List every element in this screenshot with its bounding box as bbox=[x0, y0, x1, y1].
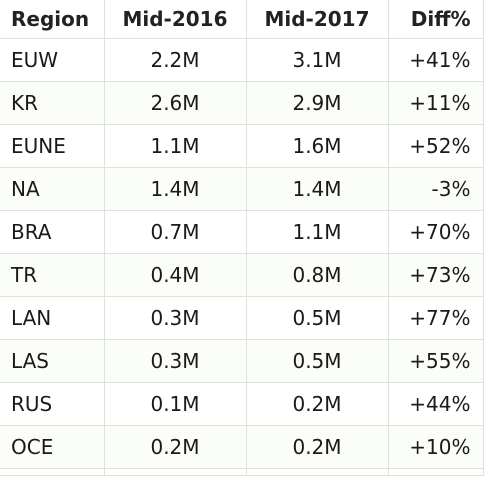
cell-diff: +73% bbox=[388, 253, 484, 297]
cell-mid-2016: 0.7M bbox=[104, 210, 247, 254]
tail-cell bbox=[246, 468, 389, 476]
cell-diff: +70% bbox=[388, 210, 484, 254]
cell-diff: +55% bbox=[388, 339, 484, 383]
cell-mid-2017: 1.4M bbox=[246, 167, 389, 211]
cell-mid-2017: 0.5M bbox=[246, 296, 389, 340]
region-stats-table: Region Mid-2016 Mid-2017 Diff% EUW 2.2M … bbox=[0, 0, 484, 476]
cell-mid-2016: 1.1M bbox=[104, 124, 247, 168]
table-header-row: Region Mid-2016 Mid-2017 Diff% bbox=[0, 0, 484, 39]
cell-region: NA bbox=[0, 167, 105, 211]
cell-region: EUNE bbox=[0, 124, 105, 168]
table-row: EUW 2.2M 3.1M +41% bbox=[0, 38, 484, 82]
table-row: BRA 0.7M 1.1M +70% bbox=[0, 210, 484, 254]
cell-mid-2017: 0.5M bbox=[246, 339, 389, 383]
table-row: KR 2.6M 2.9M +11% bbox=[0, 81, 484, 125]
cell-diff: +52% bbox=[388, 124, 484, 168]
cell-region: OCE bbox=[0, 425, 105, 469]
cell-mid-2017: 3.1M bbox=[246, 38, 389, 82]
cell-diff: +10% bbox=[388, 425, 484, 469]
cell-mid-2016: 2.6M bbox=[104, 81, 247, 125]
cell-region: LAS bbox=[0, 339, 105, 383]
header-mid-2017: Mid-2017 bbox=[246, 0, 389, 39]
table-row: TR 0.4M 0.8M +73% bbox=[0, 253, 484, 297]
table-tail-row bbox=[0, 468, 484, 476]
cell-region: TR bbox=[0, 253, 105, 297]
cell-mid-2017: 2.9M bbox=[246, 81, 389, 125]
cell-diff: +44% bbox=[388, 382, 484, 426]
header-region: Region bbox=[0, 0, 105, 39]
cell-mid-2016: 1.4M bbox=[104, 167, 247, 211]
cell-mid-2017: 1.1M bbox=[246, 210, 389, 254]
region-stats-table-container: Region Mid-2016 Mid-2017 Diff% EUW 2.2M … bbox=[0, 0, 484, 476]
cell-region: LAN bbox=[0, 296, 105, 340]
table-row: NA 1.4M 1.4M -3% bbox=[0, 167, 484, 211]
cell-mid-2017: 0.2M bbox=[246, 425, 389, 469]
cell-mid-2016: 0.3M bbox=[104, 339, 247, 383]
cell-mid-2016: 2.2M bbox=[104, 38, 247, 82]
cell-mid-2016: 0.1M bbox=[104, 382, 247, 426]
header-diff-percent: Diff% bbox=[388, 0, 484, 39]
cell-mid-2017: 1.6M bbox=[246, 124, 389, 168]
cell-region: RUS bbox=[0, 382, 105, 426]
cell-diff: +77% bbox=[388, 296, 484, 340]
cell-region: EUW bbox=[0, 38, 105, 82]
header-mid-2016: Mid-2016 bbox=[104, 0, 247, 39]
table-row: OCE 0.2M 0.2M +10% bbox=[0, 425, 484, 469]
tail-cell bbox=[388, 468, 484, 476]
cell-mid-2017: 0.8M bbox=[246, 253, 389, 297]
cell-region: BRA bbox=[0, 210, 105, 254]
cell-diff: +11% bbox=[388, 81, 484, 125]
cell-mid-2017: 0.2M bbox=[246, 382, 389, 426]
cell-mid-2016: 0.3M bbox=[104, 296, 247, 340]
cell-mid-2016: 0.4M bbox=[104, 253, 247, 297]
cell-region: KR bbox=[0, 81, 105, 125]
table-row: LAN 0.3M 0.5M +77% bbox=[0, 296, 484, 340]
table-row: LAS 0.3M 0.5M +55% bbox=[0, 339, 484, 383]
tail-cell bbox=[104, 468, 247, 476]
table-row: RUS 0.1M 0.2M +44% bbox=[0, 382, 484, 426]
table-row: EUNE 1.1M 1.6M +52% bbox=[0, 124, 484, 168]
cell-diff: +41% bbox=[388, 38, 484, 82]
cell-diff: -3% bbox=[388, 167, 484, 211]
cell-mid-2016: 0.2M bbox=[104, 425, 247, 469]
tail-cell bbox=[0, 468, 105, 476]
